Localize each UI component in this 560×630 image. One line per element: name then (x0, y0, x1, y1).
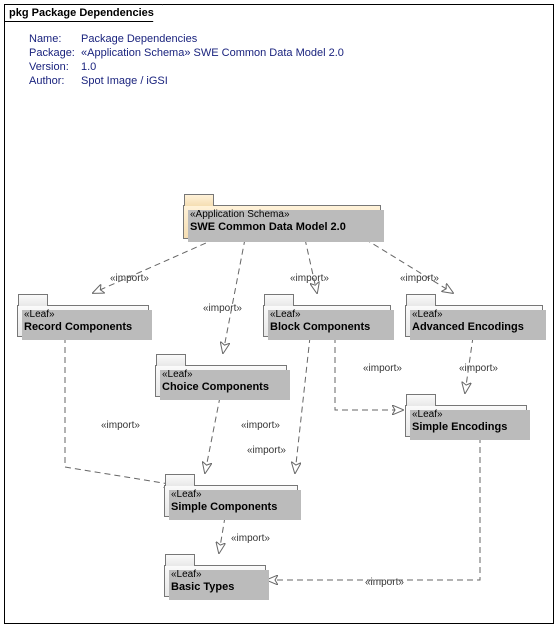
stereo-app: «Application Schema» (190, 209, 374, 221)
package-choice: «Leaf» Choice Components (155, 365, 287, 397)
edge-label-8: «import» (241, 420, 280, 431)
meta-pkg-key: Package: (29, 47, 81, 59)
edge-label-4: «import» (400, 273, 439, 284)
edge-label-11: «import» (365, 577, 404, 588)
meta-pkg-val: «Application Schema» SWE Common Data Mod… (81, 47, 344, 59)
package-block: «Leaf» Block Components (263, 305, 391, 337)
frame-title: pkg Package Dependencies (4, 4, 163, 22)
stereo-leaf-4: «Leaf» (412, 309, 536, 321)
package-simcmp-name: Simple Components (171, 501, 291, 514)
stereo-leaf-5: «Leaf» (412, 409, 520, 421)
edge-label-3: «import» (290, 273, 329, 284)
edge-label-7: «import» (101, 420, 140, 431)
package-simcmp: «Leaf» Simple Components (164, 485, 298, 517)
meta-auth-val: Spot Image / iGSI (81, 75, 168, 87)
package-block-name: Block Components (270, 321, 384, 334)
package-choice-name: Choice Components (162, 381, 280, 394)
diagram-frame: pkg Package Dependencies Name: Package D… (4, 4, 554, 624)
package-basic: «Leaf» Basic Types (164, 565, 266, 597)
metadata-block: Name: Package Dependencies Package: «App… (29, 33, 344, 89)
package-basic-name: Basic Types (171, 581, 259, 594)
edge-label-9: «import» (247, 445, 286, 456)
meta-ver-val: 1.0 (81, 61, 96, 73)
edge-label-6: «import» (363, 363, 402, 374)
package-adv-name: Advanced Encodings (412, 321, 536, 334)
package-simenc: «Leaf» Simple Encodings (405, 405, 527, 437)
stereo-leaf-6: «Leaf» (171, 489, 291, 501)
edge-label-2: «import» (203, 303, 242, 314)
meta-name-val: Package Dependencies (81, 33, 197, 45)
package-record-name: Record Components (24, 321, 142, 334)
package-root-name: SWE Common Data Model 2.0 (190, 221, 374, 234)
package-record: «Leaf» Record Components (17, 305, 149, 337)
meta-name-key: Name: (29, 33, 81, 45)
edge-label-10: «import» (231, 533, 270, 544)
meta-ver-key: Version: (29, 61, 81, 73)
stereo-leaf-1: «Leaf» (24, 309, 142, 321)
edge-label-5: «import» (459, 363, 498, 374)
package-adv: «Leaf» Advanced Encodings (405, 305, 543, 337)
stereo-leaf-7: «Leaf» (171, 569, 259, 581)
stereo-leaf-3: «Leaf» (270, 309, 384, 321)
meta-auth-key: Author: (29, 75, 81, 87)
package-simenc-name: Simple Encodings (412, 421, 520, 434)
stereo-leaf-2: «Leaf» (162, 369, 280, 381)
edge-label-1: «import» (110, 273, 149, 284)
package-root: «Application Schema» SWE Common Data Mod… (183, 205, 381, 239)
